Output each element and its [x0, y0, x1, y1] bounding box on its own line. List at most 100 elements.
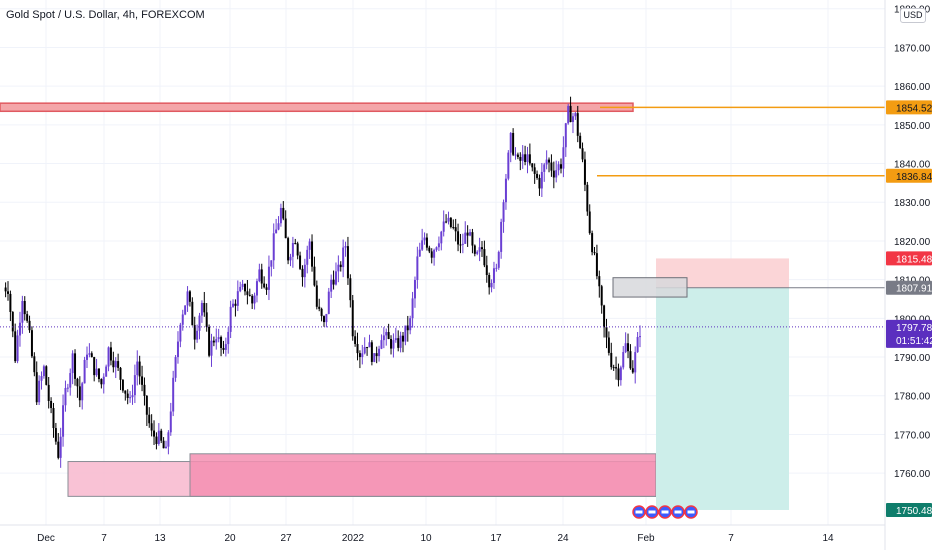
candle-body: [557, 164, 560, 171]
currency-badge[interactable]: USD: [900, 8, 926, 23]
candle-body: [464, 232, 467, 244]
candle-body: [423, 237, 426, 241]
candle-body: [485, 265, 488, 275]
time-axis[interactable]: Dec 7 13 20 27 2022 10 17 24 Feb 7 14: [0, 524, 885, 544]
candle-body: [627, 343, 630, 352]
candle-body: [112, 360, 115, 368]
candle-body: [639, 336, 641, 338]
candle-body: [533, 167, 536, 174]
candle-body: [184, 305, 187, 315]
candle-body: [133, 375, 136, 396]
candle-body: [447, 217, 450, 222]
candle-body: [203, 302, 206, 313]
candle-body: [344, 246, 347, 248]
candle-body: [583, 159, 586, 185]
candle-body: [548, 159, 551, 163]
candle-body: [483, 249, 486, 266]
candle-body: [162, 440, 165, 449]
candle-body: [605, 327, 608, 338]
candle-body: [488, 274, 491, 288]
candle-body: [631, 368, 634, 373]
candle-body: [538, 177, 541, 189]
candle-body: [603, 305, 606, 328]
x-tick-label: 27: [280, 533, 292, 544]
candle-body: [504, 178, 507, 203]
candle-body: [45, 366, 48, 385]
candle-body: [617, 368, 620, 381]
price-axis[interactable]: 1880.001870.001860.001850.001840.001830.…: [884, 0, 932, 550]
candle-body: [622, 352, 625, 368]
candle-body: [208, 326, 211, 356]
candle-body: [157, 430, 160, 444]
candle-body: [413, 279, 416, 299]
grey-box-zone: [612, 277, 688, 298]
candle-body: [550, 162, 553, 171]
price-label-box: [886, 319, 932, 348]
candle-body: [334, 271, 337, 285]
chart-zones: [0, 102, 885, 510]
demand-zone-inner: [189, 453, 657, 497]
candle-body: [595, 253, 598, 277]
candle-body: [30, 330, 33, 357]
candle-body: [220, 337, 223, 348]
candle-body: [311, 241, 314, 267]
candle-body: [454, 227, 457, 232]
candle-body: [337, 264, 340, 272]
candle-body: [18, 322, 21, 336]
candle-body: [375, 353, 378, 357]
symbol-title[interactable]: Gold Spot / U.S. Dollar, 4h, FOREXCOM: [6, 9, 205, 21]
candle-body: [531, 163, 534, 168]
candle-body: [188, 291, 191, 302]
candle-body: [35, 372, 38, 403]
event-icons[interactable]: [632, 505, 698, 519]
candle-body: [172, 377, 175, 412]
candle-body: [236, 291, 239, 306]
candle-body: [380, 340, 383, 349]
candle-body: [476, 251, 479, 254]
candle-body: [507, 152, 510, 179]
candle-body: [543, 164, 546, 172]
flag-stripe: [687, 510, 695, 514]
candle-body: [509, 133, 512, 153]
candle-body: [397, 338, 400, 348]
candle-body: [136, 361, 139, 376]
candle-body: [445, 221, 448, 223]
candle-body: [440, 231, 443, 244]
candle-body: [579, 135, 582, 149]
candle-body: [126, 393, 129, 398]
candle-body: [528, 154, 531, 164]
y-tick-label: 1840.00: [894, 160, 931, 171]
x-tick-label: 24: [557, 533, 569, 544]
price-label-box: [886, 251, 932, 266]
candle-body: [301, 268, 304, 278]
candle-body: [131, 395, 134, 398]
candle-body: [411, 298, 414, 319]
candle-body: [351, 300, 354, 337]
candle-body: [258, 269, 261, 282]
candle-body: [402, 335, 404, 342]
candle-body: [313, 266, 316, 286]
y-tick-label: 1780.00: [894, 392, 931, 403]
x-tick-label: Feb: [637, 533, 655, 544]
candle-body: [141, 376, 144, 385]
candle-body: [588, 211, 591, 234]
candle-body: [105, 366, 108, 377]
supply-zone: [0, 102, 634, 113]
candle-body: [615, 367, 618, 369]
candle-body: [567, 105, 570, 124]
candle-body: [241, 283, 244, 287]
candle-body: [555, 170, 558, 178]
candle-body: [478, 247, 481, 252]
candle-body: [100, 379, 103, 385]
candle-body: [502, 202, 505, 222]
candle-body: [612, 367, 615, 369]
candle-body: [342, 247, 345, 268]
candle-body: [430, 251, 433, 258]
candle-body: [244, 283, 246, 292]
candle-body: [409, 318, 412, 331]
candle-body: [160, 430, 163, 441]
candle-body: [358, 353, 361, 358]
candle-body: [299, 255, 302, 269]
candle-body: [275, 229, 278, 234]
